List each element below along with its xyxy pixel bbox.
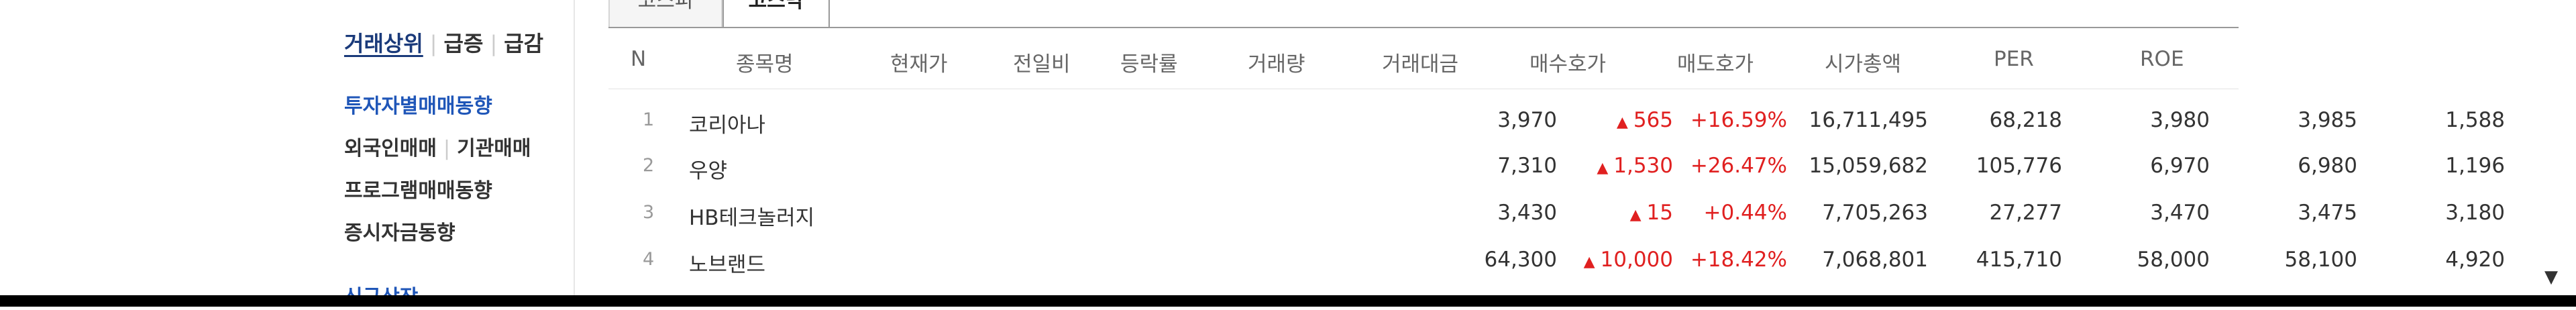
ask-price: 58,100 xyxy=(2284,248,2357,272)
change-value: ▲ 15 xyxy=(1629,201,1673,225)
row-number: 4 xyxy=(643,249,655,270)
header-change: 전일비 xyxy=(1013,52,1071,76)
sidebar-item-foreign-institution: 외국인매매 | 기관매매 xyxy=(344,132,531,161)
change-value: ▲ 565 xyxy=(1616,108,1673,132)
change-rate: +26.47% xyxy=(1690,154,1787,178)
header-cap: 시가총액 xyxy=(1825,52,1902,76)
link-top-trading[interactable]: 거래상위 xyxy=(344,31,423,56)
ask-price: 3,985 xyxy=(2298,108,2357,132)
trade-amount: 105,776 xyxy=(1976,154,2062,178)
bid-price: 58,000 xyxy=(2137,248,2210,272)
separator: | xyxy=(429,31,437,56)
current-price: 3,970 xyxy=(1497,108,1557,132)
header-bid: 매수호가 xyxy=(1529,52,1607,76)
sidebar-item-investor-trading[interactable]: 투자자별매매동향 xyxy=(344,95,492,118)
header-name: 종목명 xyxy=(736,52,794,76)
main-panel: 코스피 코스닥 N 종목명 현재가 전일비 등락률 거래량 거래대금 매수호가 … xyxy=(575,0,2505,295)
change-rate: +18.42% xyxy=(1690,248,1787,272)
volume: 16,711,495 xyxy=(1809,108,1929,132)
up-arrow-icon: ▲ xyxy=(1629,207,1642,223)
market-cap: 1,588 xyxy=(2445,108,2505,132)
up-arrow-icon: ▲ xyxy=(1583,254,1595,270)
volume: 7,705,263 xyxy=(1822,201,1928,225)
sidebar-divider xyxy=(574,0,575,295)
market-cap: 1,196 xyxy=(2445,154,2505,178)
header-n: N xyxy=(631,47,647,71)
bottom-bar xyxy=(0,295,2576,307)
header-price: 현재가 xyxy=(890,52,948,76)
stock-name-link[interactable]: 노브랜드 xyxy=(689,253,766,277)
up-arrow-icon: ▲ xyxy=(1597,160,1609,176)
tab-kospi[interactable]: 코스피 xyxy=(608,0,722,27)
trade-amount: 68,218 xyxy=(1989,108,2062,132)
bid-price: 6,970 xyxy=(2150,154,2210,178)
table-top-rule xyxy=(608,27,2239,28)
bid-price: 3,980 xyxy=(2150,108,2210,132)
market-cap: 3,180 xyxy=(2445,201,2505,225)
sidebar-item-market-funds[interactable]: 증시자금동향 xyxy=(344,221,455,245)
header-roe: ROE xyxy=(2140,47,2184,71)
separator: | xyxy=(443,137,451,160)
trade-amount: 415,710 xyxy=(1976,248,2062,272)
change-value: ▲ 10,000 xyxy=(1583,248,1673,272)
header-ask: 매도호가 xyxy=(1677,52,1754,76)
current-price: 64,300 xyxy=(1484,248,1557,272)
tab-kosdaq[interactable]: 코스닥 xyxy=(722,0,830,28)
stock-name-link[interactable]: 우양 xyxy=(689,159,728,183)
separator: | xyxy=(490,31,498,56)
row-number: 1 xyxy=(643,109,655,130)
stock-name-link[interactable]: HB테크놀러지 xyxy=(689,206,815,230)
sidebar-item-foreign[interactable]: 외국인매매 xyxy=(344,137,437,160)
change-value: ▲ 1,530 xyxy=(1597,154,1673,178)
sidebar-item-program-trading[interactable]: 프로그램매매동향 xyxy=(344,179,492,203)
link-surge[interactable]: 급증 xyxy=(443,31,484,56)
current-price: 7,310 xyxy=(1497,154,1557,178)
ask-price: 3,475 xyxy=(2298,201,2357,225)
ask-price: 6,980 xyxy=(2298,154,2357,178)
up-arrow-icon: ▲ xyxy=(1616,114,1628,131)
market-cap: 4,920 xyxy=(2445,248,2505,272)
bid-price: 3,470 xyxy=(2150,201,2210,225)
change-rate: +16.59% xyxy=(1690,108,1787,132)
header-volume: 거래량 xyxy=(1248,52,1305,76)
current-price: 3,430 xyxy=(1497,201,1557,225)
header-rate: 등락률 xyxy=(1120,52,1178,76)
volume: 7,068,801 xyxy=(1822,248,1928,272)
change-rate: +0.44% xyxy=(1703,201,1787,225)
sidebar: 거래상위 | 급증 | 급감 투자자별매매동향 외국인매매 | 기관매매 프로그램매매동향 … xyxy=(315,0,574,309)
volume: 15,059,682 xyxy=(1809,154,1929,178)
row-number: 3 xyxy=(643,202,655,223)
sidebar-item-institution[interactable]: 기관매매 xyxy=(457,137,531,160)
row-number: 2 xyxy=(643,155,655,176)
ranking-links: 거래상위 | 급증 | 급감 xyxy=(344,27,543,58)
header-per: PER xyxy=(1994,47,2034,71)
stock-name-link[interactable]: 코리아나 xyxy=(689,113,766,138)
trade-amount: 27,277 xyxy=(1989,201,2062,225)
link-plunge[interactable]: 급감 xyxy=(504,31,544,56)
header-amount: 거래대금 xyxy=(1382,52,1459,76)
scroll-down-icon[interactable]: ▼ xyxy=(2544,267,2558,287)
